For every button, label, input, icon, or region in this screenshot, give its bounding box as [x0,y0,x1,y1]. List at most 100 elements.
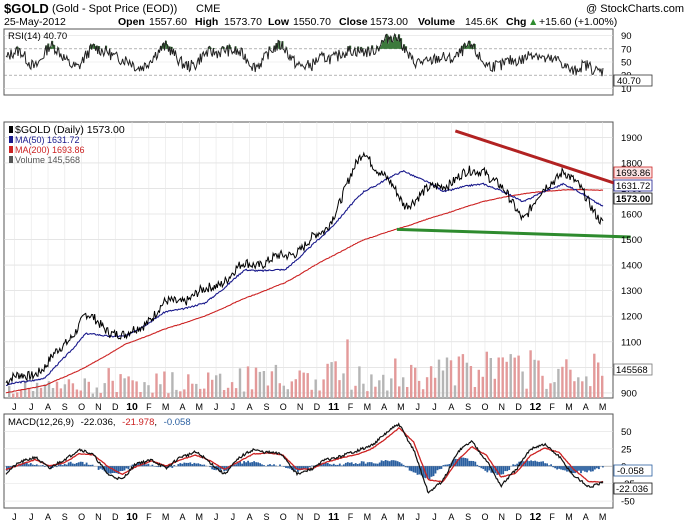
macd-histogram-bar [436,466,439,471]
exchange-label: CME [196,3,220,15]
month-tick-label: O [481,512,488,522]
macd-histogram-bar [442,465,445,467]
macd-histogram-bar [360,461,363,467]
month-tick-label: F [348,402,354,412]
macd-histogram-bar [211,466,214,470]
macd-histogram-bar [293,466,295,471]
month-tick-label: N [499,402,506,412]
macd-histogram-bar [380,460,383,467]
macd-histogram-bar [307,466,309,469]
macd-histogram-bar [454,458,457,467]
month-tick-label: O [78,402,85,412]
volume-bar [537,360,540,398]
macd-histogram-bar [352,464,355,467]
macd-histogram-bar [488,466,491,471]
volume-bar [103,383,106,398]
month-tick-label: N [95,512,102,522]
macd-histogram-bar [348,462,351,467]
macd-histogram-bar [370,462,373,467]
macd-histogram-bar [560,466,562,470]
volume-bar [362,383,365,398]
macd-histogram-bar [346,462,349,467]
macd-histogram-bar [324,462,327,467]
macd-histogram-bar [372,463,375,467]
month-tick-label: 12 [530,401,542,413]
macd-histogram-bar [213,466,216,470]
volume-value: 145.6K [465,16,498,28]
month-tick-label: M [196,512,204,522]
macd-tick-label: -50 [621,497,635,508]
macd-histogram-bar [209,466,212,468]
volume-bar [437,359,441,398]
month-tick-label: J [12,402,17,412]
macd-histogram-bar [542,461,544,467]
month-tick-label: A [381,402,387,412]
close-last-value: 1573.00 [616,194,650,205]
month-tick-label: N [499,512,506,522]
volume-bar [183,389,186,398]
watermark: @ StockCharts.com [586,3,684,15]
macd-histogram-bar [21,462,24,467]
volume-bar [51,388,55,398]
chart-header: $GOLD (Gold - Spot Price (EOD)) CME @ St… [4,1,684,28]
volume-bar [127,376,130,398]
macd-signal-line [5,427,604,483]
macd-histogram-bar [400,463,403,467]
volume-bar [31,391,35,398]
volume-bar [294,379,297,398]
rsi-overbought-fill [395,37,398,49]
volume-bar [334,361,337,398]
macd-histogram-bar [482,466,485,470]
month-tick-label: D [515,402,522,412]
rsi-overbought-fill [393,37,396,49]
macd-histogram-bar [468,460,471,467]
macd-histogram-bar [91,464,94,467]
macd-histogram-bar [305,466,307,469]
volume-bar [195,383,198,398]
macd-histogram-bar [63,463,66,467]
macd-label-prefix: MACD(12,26,9) [8,417,74,428]
macd-histogram-bar [135,464,138,467]
macd-histogram-bar [253,461,255,467]
macd-value: -22.036 [81,417,113,428]
macd-histogram-bar [582,466,584,471]
macd-histogram-bar [388,461,391,467]
volume-bar [593,353,596,398]
month-tick-label: D [112,512,119,522]
macd-histogram-bar [67,462,70,467]
month-tick-label: M [162,512,170,522]
macd-histogram-bar [350,462,353,467]
ma50-last-value: 1631.72 [616,181,650,192]
macd-histogram-bar [273,464,275,467]
volume-bar [47,381,51,398]
volume-bar [358,366,361,398]
volume-bar [529,350,532,398]
legend-entry: MA(50) 1631.72 [15,135,80,145]
rsi-overbought-fill [397,40,400,49]
macd-histogram-bar [279,464,281,467]
month-tick-label: S [263,512,269,522]
price-last-tags: 1693.86 1631.72 1573.00 145568 [613,166,653,376]
volume-bar [485,351,488,398]
rsi-overbought-fill [387,43,390,49]
chg-value: +15.60 (+1.00%) [539,16,617,28]
volume-bar [585,376,588,398]
macd-histogram-bar [107,466,110,474]
macd-histogram-bar [502,466,505,475]
macd-histogram-bar [14,465,16,467]
macd-histogram-bar [55,466,58,468]
month-tick-label: J [214,402,219,412]
macd-histogram-bar [602,466,604,468]
macd-histogram-bar [179,463,182,467]
volume-bar [453,385,457,398]
macd-histogram-bar [368,462,371,467]
macd-histogram-bar [486,466,489,473]
volume-bar [59,388,63,398]
macd-histogram-bar [412,466,415,473]
macd-histogram-bar [570,466,572,474]
volume-bar [258,371,262,398]
volume-bar [597,362,600,398]
macd-histogram-bar [89,464,92,467]
month-tick-label: A [45,512,51,522]
volume-bar [147,385,150,398]
